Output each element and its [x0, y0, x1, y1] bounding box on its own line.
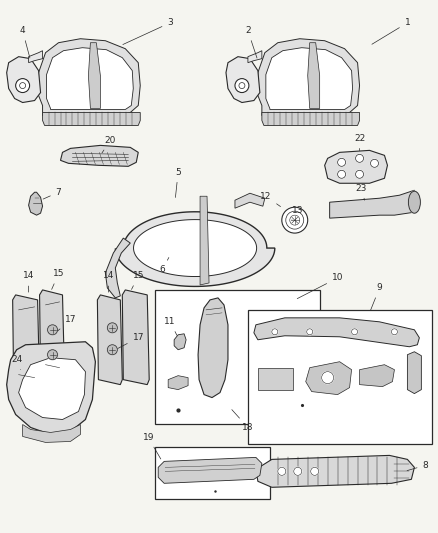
- Circle shape: [338, 158, 346, 166]
- Circle shape: [352, 329, 357, 335]
- Text: 14: 14: [23, 271, 34, 292]
- Text: 12: 12: [260, 192, 280, 207]
- Circle shape: [338, 171, 346, 178]
- Polygon shape: [134, 220, 257, 277]
- Circle shape: [107, 323, 117, 333]
- Polygon shape: [158, 457, 262, 483]
- Bar: [248, 310, 432, 445]
- Circle shape: [48, 325, 57, 335]
- Text: 19: 19: [142, 433, 161, 459]
- Text: 2: 2: [245, 26, 257, 58]
- Polygon shape: [258, 39, 360, 116]
- Polygon shape: [39, 290, 64, 379]
- Text: 1: 1: [372, 18, 410, 44]
- Polygon shape: [330, 190, 417, 218]
- Bar: [155, 447, 270, 499]
- Circle shape: [282, 207, 308, 233]
- Polygon shape: [39, 39, 140, 116]
- Circle shape: [235, 78, 249, 93]
- Polygon shape: [174, 334, 186, 350]
- Polygon shape: [7, 56, 41, 102]
- Polygon shape: [266, 47, 353, 109]
- Polygon shape: [88, 43, 100, 109]
- Polygon shape: [198, 298, 228, 398]
- Text: 5: 5: [175, 168, 181, 197]
- Text: 7: 7: [43, 188, 61, 199]
- Polygon shape: [122, 290, 149, 385]
- Circle shape: [371, 159, 378, 167]
- Circle shape: [321, 372, 334, 384]
- Polygon shape: [42, 112, 140, 125]
- Text: 8: 8: [407, 461, 428, 471]
- Text: 24: 24: [11, 355, 22, 370]
- Polygon shape: [325, 150, 388, 183]
- Circle shape: [16, 78, 30, 93]
- Polygon shape: [23, 424, 81, 442]
- Polygon shape: [28, 51, 42, 63]
- Polygon shape: [200, 196, 209, 285]
- Text: 23: 23: [356, 184, 367, 200]
- Polygon shape: [254, 318, 419, 347]
- Text: 20: 20: [102, 136, 116, 153]
- Text: 15: 15: [52, 270, 64, 289]
- Circle shape: [294, 467, 302, 475]
- Text: 18: 18: [232, 410, 254, 432]
- Polygon shape: [115, 212, 275, 286]
- Text: 17: 17: [118, 333, 144, 349]
- Circle shape: [392, 329, 397, 335]
- Text: 11: 11: [164, 317, 177, 335]
- Circle shape: [272, 329, 278, 335]
- Text: 14: 14: [102, 271, 114, 292]
- Polygon shape: [13, 295, 39, 390]
- Text: 22: 22: [354, 134, 365, 151]
- Polygon shape: [46, 47, 133, 109]
- Circle shape: [48, 350, 57, 360]
- Text: 3: 3: [123, 18, 173, 45]
- Polygon shape: [168, 376, 188, 390]
- Polygon shape: [256, 455, 414, 487]
- Text: 6: 6: [159, 257, 169, 274]
- Polygon shape: [262, 112, 360, 125]
- Polygon shape: [235, 193, 265, 208]
- Polygon shape: [97, 295, 122, 385]
- Polygon shape: [7, 342, 95, 434]
- Polygon shape: [407, 352, 421, 393]
- Text: 15: 15: [131, 271, 144, 289]
- Circle shape: [356, 155, 364, 163]
- Text: 4: 4: [20, 26, 30, 58]
- Text: 13: 13: [292, 206, 304, 220]
- Circle shape: [307, 329, 313, 335]
- Circle shape: [311, 467, 319, 475]
- Polygon shape: [19, 358, 85, 419]
- Circle shape: [356, 171, 364, 178]
- Text: 17: 17: [58, 316, 76, 331]
- Bar: [258, 368, 293, 390]
- Polygon shape: [248, 51, 262, 63]
- Polygon shape: [360, 365, 395, 386]
- Text: 9: 9: [371, 284, 382, 310]
- Ellipse shape: [408, 191, 420, 213]
- Polygon shape: [60, 146, 138, 166]
- Circle shape: [107, 345, 117, 355]
- Circle shape: [278, 467, 286, 475]
- Polygon shape: [226, 56, 260, 102]
- Polygon shape: [308, 43, 320, 109]
- Polygon shape: [28, 192, 42, 215]
- Polygon shape: [106, 238, 130, 298]
- Polygon shape: [306, 362, 352, 394]
- Bar: [155, 290, 320, 424]
- Text: 10: 10: [297, 273, 343, 298]
